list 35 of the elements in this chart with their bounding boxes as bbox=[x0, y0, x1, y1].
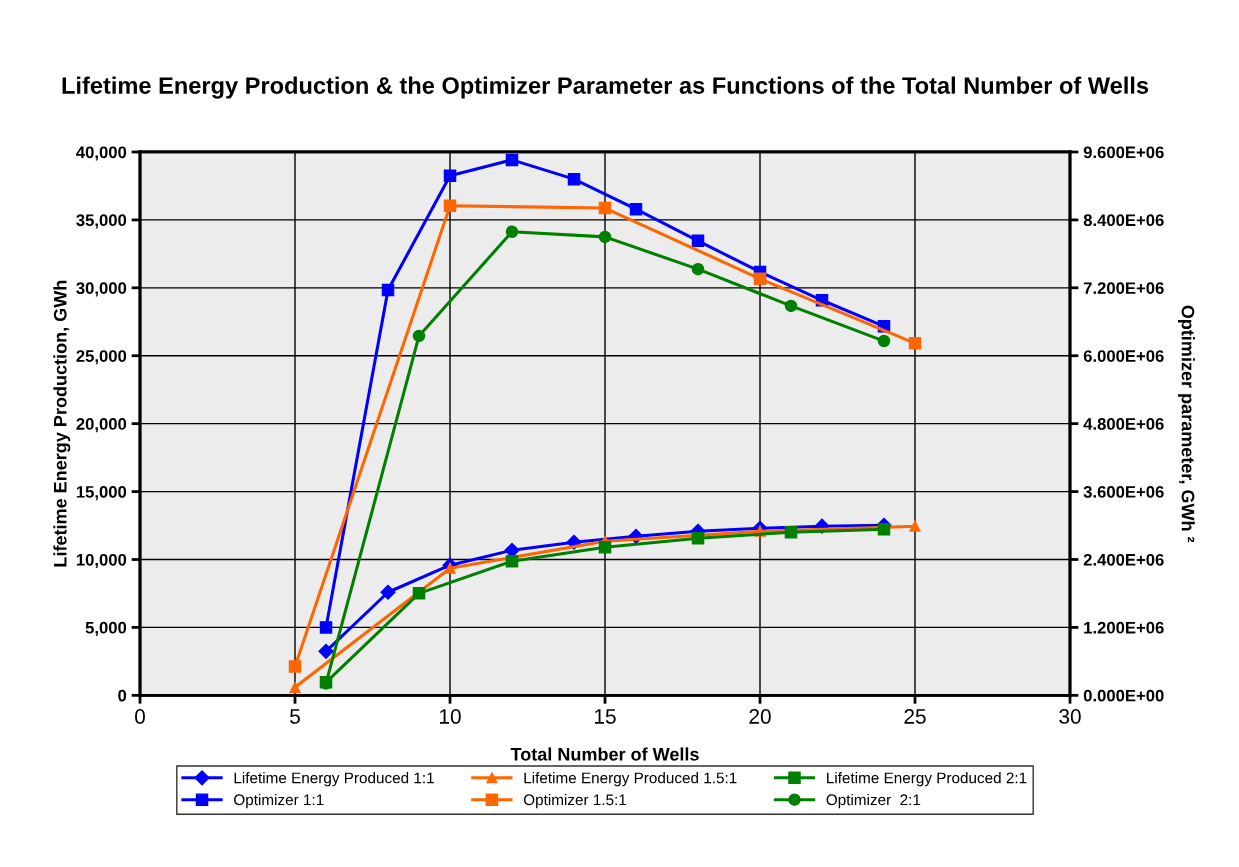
y2-tick-label: 2.400E+06 bbox=[1083, 553, 1164, 566]
y2-tick-label: 7.200E+06 bbox=[1083, 282, 1164, 295]
y2-tick-label: 1.200E+06 bbox=[1084, 621, 1164, 634]
chart-title: Lifetime Energy Production & the Optimizer Parameter as Functions of the Total Number of Wells bbox=[62, 76, 1149, 99]
y2-tick-label: 4.800E+06 bbox=[1083, 418, 1164, 430]
y-tick-label: 10,000 bbox=[76, 553, 127, 569]
legend-label: Lifetime Energy Produced 1:1 bbox=[234, 772, 434, 787]
y-tick-label: 15,000 bbox=[76, 485, 127, 501]
legend-label: Lifetime Energy Produced 1.5:1 bbox=[524, 772, 737, 787]
y-tick-label: 30,000 bbox=[76, 282, 127, 297]
legend-label: Lifetime Energy Produced 2:1 bbox=[827, 772, 1027, 787]
y2-axis-title: Optimizer parameter, GWh ² bbox=[1178, 305, 1195, 543]
legend-label: Optimizer 1.5:1 bbox=[523, 793, 627, 809]
y-tick-label: 20,000 bbox=[76, 418, 127, 433]
x-tick-label: 25 bbox=[904, 709, 926, 724]
legend-label: Optimizer 1:1 bbox=[234, 793, 324, 809]
y-tick-label: 5,000 bbox=[85, 621, 127, 637]
y-tick-label: 35,000 bbox=[76, 214, 127, 229]
y-tick-label: 40,000 bbox=[76, 146, 127, 161]
y-axis-title: Lifetime Energy Production, GWh bbox=[53, 280, 71, 567]
x-tick-label: 30 bbox=[1059, 709, 1081, 724]
x-tick-label: 20 bbox=[749, 709, 771, 724]
y2-tick-label: 0.000E+00 bbox=[1083, 689, 1164, 702]
x-tick-label: 15 bbox=[595, 709, 616, 724]
x-tick-label: 5 bbox=[290, 709, 300, 724]
y2-tick-label: 3.600E+06 bbox=[1083, 485, 1164, 498]
y-tick-label: 25,000 bbox=[76, 350, 127, 365]
x-tick-label: 0 bbox=[135, 709, 145, 724]
y-tick-label: 0 bbox=[118, 689, 127, 702]
x-tick-label: 10 bbox=[440, 709, 461, 724]
y2-tick-label: 8.400E+06 bbox=[1083, 214, 1164, 227]
y2-tick-label: 9.600E+06 bbox=[1083, 146, 1164, 159]
y2-tick-label: 6.000E+06 bbox=[1083, 350, 1164, 362]
legend-label: Optimizer 2:1 bbox=[826, 793, 921, 809]
x-axis-title: Total Number of Wells bbox=[510, 747, 699, 761]
